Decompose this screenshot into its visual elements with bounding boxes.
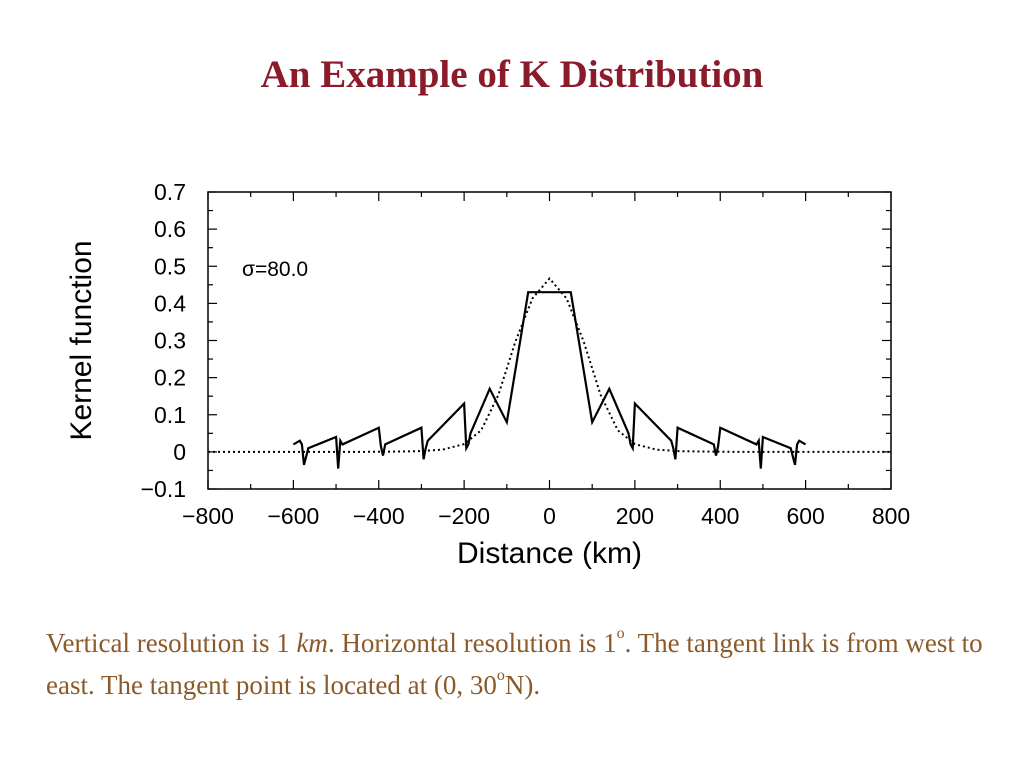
- y-axis-label: Kernel function: [65, 240, 98, 440]
- y-axis-ticks: −0.1 0 0.1 0.2 0.3 0.4 0.5 0.6 0.7: [141, 179, 891, 502]
- kernel-function-line: [292, 291, 807, 469]
- caption-text-3: . The tangent link is from west to east.…: [46, 628, 983, 700]
- y-tick-label: 0.5: [154, 253, 186, 279]
- x-tick-label: −400: [353, 503, 405, 529]
- y-tick-label: 0.2: [154, 365, 186, 391]
- caption-text-4: N).: [504, 670, 541, 700]
- y-tick-label: 0: [173, 439, 186, 465]
- caption-degree-mark-2: o: [496, 667, 505, 684]
- caption-text-2: . Horizontal resolution is 1: [327, 628, 617, 658]
- y-tick-label: 0.3: [154, 328, 186, 354]
- plot-frame: [207, 191, 892, 490]
- slide-title: An Example of K Distribution: [260, 53, 764, 96]
- caption-text-1: Vertical resolution is 1: [46, 628, 297, 658]
- x-axis-ticks: −800 −600 −400 −200 0 200 400 600 800: [182, 192, 910, 529]
- x-tick-label: 0: [543, 503, 556, 529]
- y-tick-label: 0.4: [154, 290, 186, 316]
- caption-degree-mark: o: [616, 625, 625, 642]
- x-tick-label: −800: [182, 503, 234, 529]
- series-layer: [208, 276, 891, 469]
- x-axis-label: Distance (km): [457, 537, 642, 570]
- y-tick-label: 0.7: [154, 179, 186, 205]
- y-tick-label: −0.1: [141, 476, 186, 502]
- caption: Vertical resolution is 1 km. Horizontal …: [46, 622, 986, 706]
- x-tick-label: 600: [786, 503, 824, 529]
- gaussian-reference-line: [208, 276, 891, 453]
- x-tick-label: 800: [872, 503, 910, 529]
- x-tick-label: −200: [438, 503, 490, 529]
- x-tick-label: 200: [616, 503, 654, 529]
- sigma-annotation: σ=80.0: [242, 258, 308, 281]
- caption-km: km: [296, 628, 328, 658]
- y-tick-label: 0.1: [154, 402, 186, 428]
- x-tick-label: −600: [267, 503, 319, 529]
- x-tick-label: 400: [701, 503, 739, 529]
- y-tick-label: 0.6: [154, 216, 186, 242]
- kernel-function-chart: −800 −600 −400 −200 0 200 400 600 800 −0.1 0 0.1 0.…: [65, 179, 910, 570]
